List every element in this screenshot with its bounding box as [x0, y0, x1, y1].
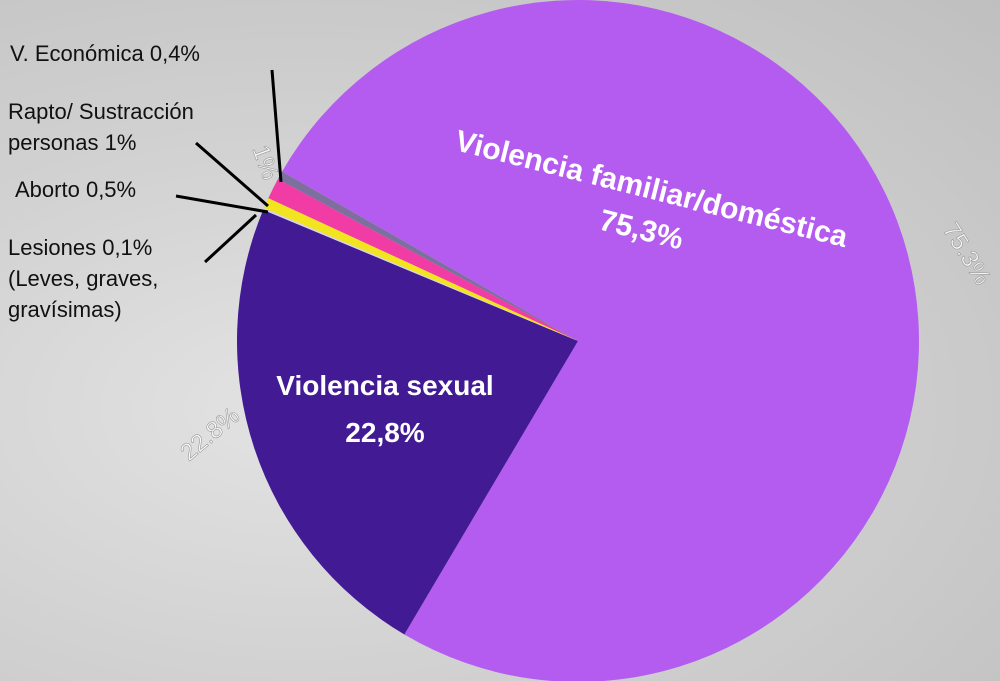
outside-label: Rapto/ Sustracción personas 1%: [8, 96, 273, 158]
category-label: V. Económica: [10, 41, 144, 66]
value-label: 0,5%: [86, 177, 136, 202]
value-label: 0,1%: [102, 235, 152, 260]
value-label: 0,4%: [150, 41, 200, 66]
category-label: Rapto/ Sustracción personas: [8, 99, 194, 155]
note-label: (Leves, graves, gravísimas): [8, 263, 208, 325]
secondary-label: 75.3%: [937, 218, 996, 290]
secondary-label: 22.8%: [175, 402, 244, 466]
outside-label: Aborto 0,5%: [15, 174, 275, 205]
category-label: Violencia sexual: [276, 370, 493, 401]
value-label: 22,8%: [345, 417, 424, 448]
outside-label: Lesiones 0,1% (Leves, graves, gravísimas): [8, 232, 208, 325]
page: 75.3%22.8%1%Violencia familiar/doméstica…: [0, 0, 1000, 681]
category-label: Aborto: [15, 177, 80, 202]
category-label: Lesiones: [8, 235, 96, 260]
value-label: 1%: [105, 130, 137, 155]
outside-label: V. Económica 0,4%: [10, 38, 310, 69]
